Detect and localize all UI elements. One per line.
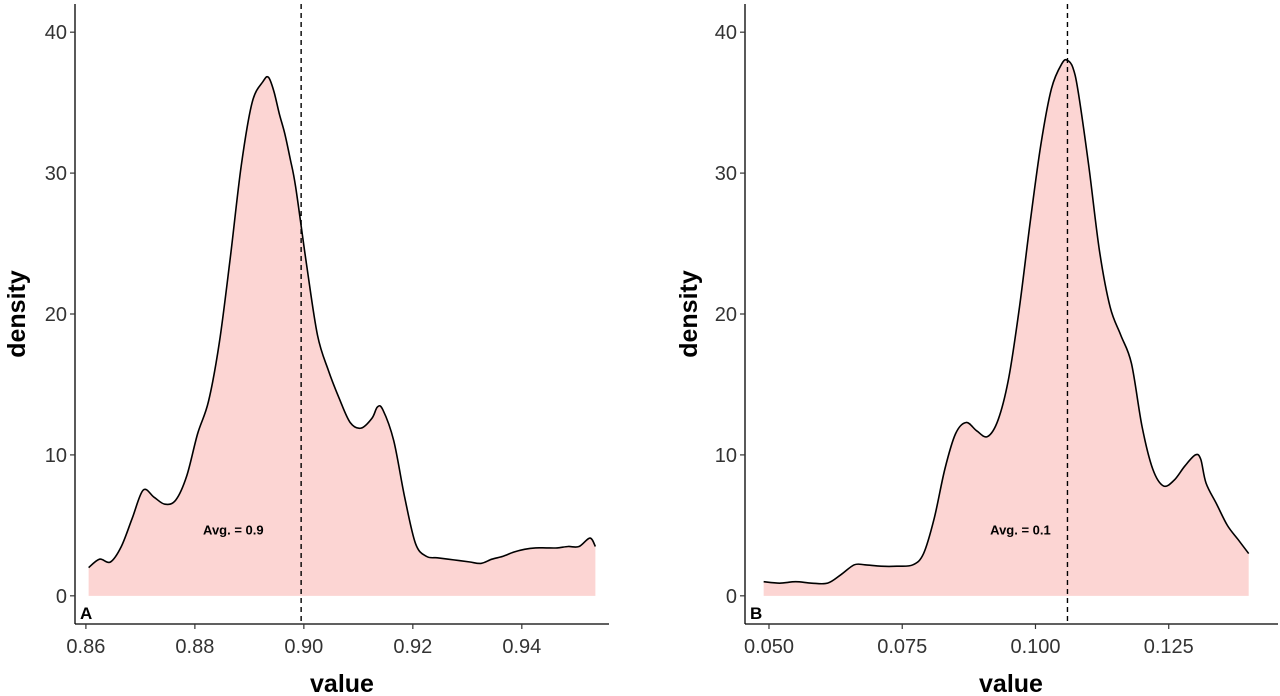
y-tick-label: 40: [715, 22, 737, 44]
avg-annotation-a: Avg. = 0.9: [203, 523, 264, 538]
y-axis-title-a: density: [3, 270, 31, 358]
y-tick-label: 20: [45, 304, 67, 326]
density-area-b: [763, 59, 1249, 596]
avg-annotation-b: Avg. = 0.1: [990, 523, 1051, 538]
x-tick-label: 0.125: [1144, 636, 1194, 658]
y-tick-label: 40: [45, 22, 67, 44]
density-area-a: [88, 76, 596, 596]
y-tick-label: 0: [726, 586, 737, 608]
x-tick-label: 0.100: [1010, 636, 1060, 658]
y-tick-label: 20: [715, 304, 737, 326]
x-axis-title-b: value: [979, 670, 1043, 696]
panel-label-b: B: [750, 604, 762, 623]
x-tick-label: 0.88: [175, 636, 214, 658]
y-tick-label: 30: [715, 163, 737, 185]
panel-a: Avg. = 0.9 A0 10 20 30 40 0.86 0.88 0.90 0.92 0.94…: [3, 4, 609, 696]
x-tick-label: 0.90: [284, 636, 323, 658]
panel-b: Avg. = 0.1 B0 10 20 30 40 0.050 0.075 0.100 0.125…: [675, 4, 1278, 696]
density-curve-b: [763, 58, 1250, 585]
x-tick-label: 0.050: [744, 636, 794, 658]
y-tick-label: 10: [45, 445, 67, 467]
y-tick-label: 0: [56, 586, 67, 608]
x-tick-label: 0.075: [877, 636, 927, 658]
x-tick-label: 0.86: [66, 636, 105, 658]
x-tick-label: 0.94: [502, 636, 541, 658]
y-tick-label: 10: [715, 445, 737, 467]
x-axis-title-a: value: [310, 670, 374, 696]
density-curve-a: [88, 75, 597, 569]
y-tick-label: 30: [45, 163, 67, 185]
panel-label-a: A: [80, 604, 92, 623]
y-axis-title-b: density: [675, 270, 703, 358]
x-tick-label: 0.92: [393, 636, 432, 658]
